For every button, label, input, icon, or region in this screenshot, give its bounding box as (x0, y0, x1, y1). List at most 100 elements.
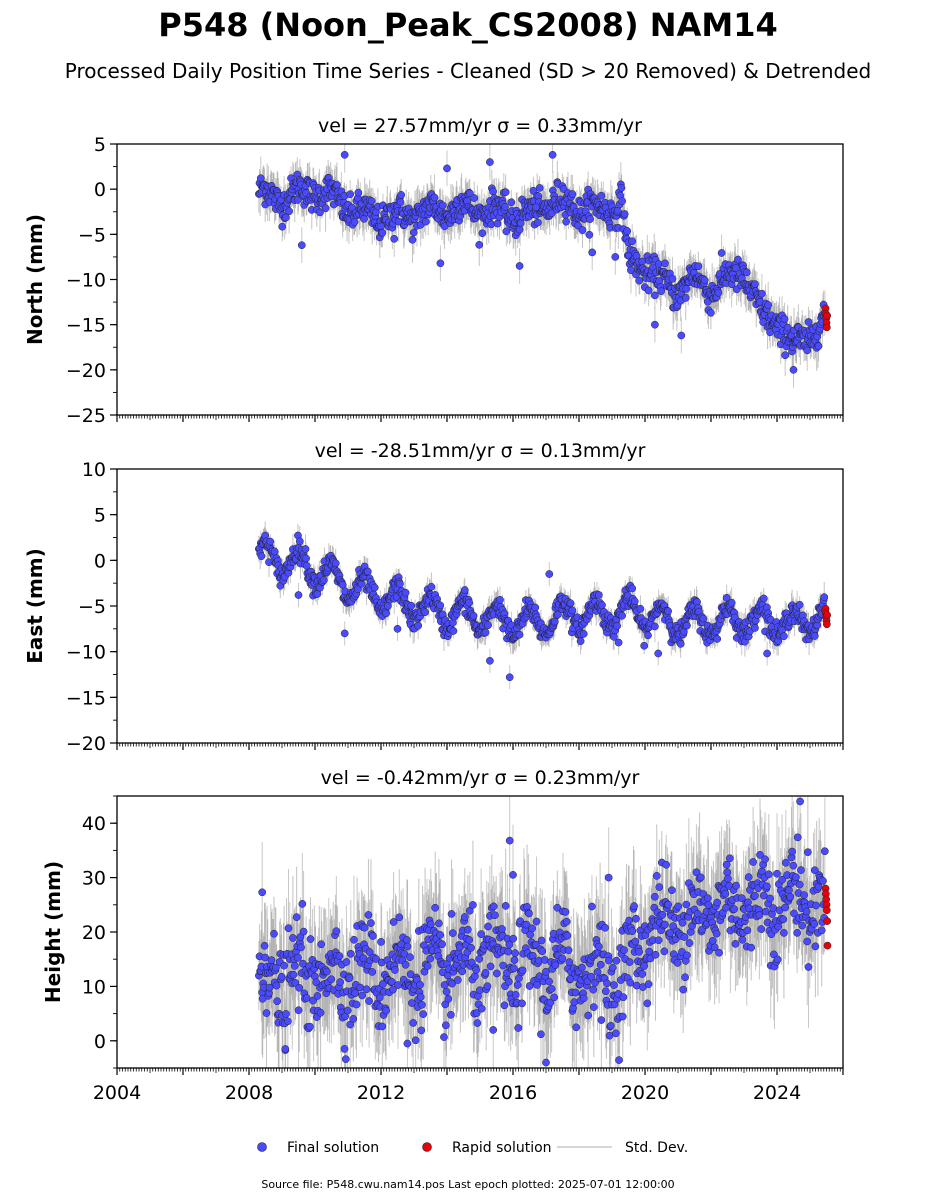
final-point (493, 219, 502, 228)
final-point (496, 595, 504, 604)
rapid-solution-points (821, 304, 832, 332)
rapid-point (822, 323, 831, 332)
final-solution-points (255, 531, 829, 682)
rapid-point (823, 311, 832, 320)
final-point (397, 191, 406, 199)
final-point (475, 240, 484, 249)
final-point (340, 150, 349, 159)
final-point (319, 576, 328, 585)
final-point (763, 649, 771, 658)
final-point (614, 638, 623, 647)
final-point (295, 537, 304, 546)
final-point (781, 351, 790, 360)
final-point (465, 598, 474, 607)
final-point (505, 673, 514, 682)
final-point (568, 606, 577, 615)
final-point (414, 621, 423, 630)
final-point (257, 552, 266, 561)
final-point (664, 607, 672, 616)
final-point (469, 611, 478, 620)
final-point (532, 203, 540, 212)
final-point (803, 346, 812, 355)
final-point (338, 580, 347, 589)
final-point (548, 150, 557, 159)
final-point (780, 632, 788, 641)
y-axis-label: North (mm) (23, 214, 47, 345)
final-point (783, 323, 792, 332)
final-point (598, 601, 606, 609)
final-point (611, 253, 620, 261)
final-point (661, 259, 669, 268)
y-tick-label: −15 (66, 315, 106, 337)
final-point (597, 191, 606, 200)
final-point (350, 218, 359, 226)
panel-title: vel = 27.57mm/yr σ = 0.33mm/yr (318, 115, 642, 137)
final-point (331, 559, 340, 568)
final-point (657, 287, 666, 296)
final-point (585, 230, 594, 239)
final-point (515, 262, 524, 270)
final-point (516, 219, 525, 228)
final-point (278, 222, 287, 231)
final-point (353, 585, 362, 594)
final-point (266, 537, 275, 546)
final-point (594, 591, 603, 599)
final-point (316, 208, 324, 217)
final-point (623, 227, 632, 235)
final-point (502, 227, 511, 236)
y-tick-label: −25 (66, 405, 106, 427)
final-point (438, 201, 447, 210)
panel-title: vel = -28.51mm/yr σ = 0.13mm/yr (315, 440, 646, 462)
final-point (682, 284, 691, 293)
final-point (677, 331, 686, 340)
final-point (651, 320, 659, 329)
y-axis-label: Height (mm) (41, 861, 65, 1003)
final-point (396, 580, 404, 588)
final-point (578, 226, 587, 234)
final-point (430, 193, 439, 202)
final-point (489, 187, 497, 196)
final-point (780, 315, 789, 323)
final-point (515, 225, 524, 234)
rapid-point (823, 611, 832, 619)
y-tick-label: 5 (94, 134, 106, 156)
final-point (707, 308, 715, 317)
final-point (717, 249, 726, 257)
std-dev-bars (258, 521, 826, 690)
final-point (333, 181, 341, 189)
final-point (393, 624, 402, 633)
figure-subtitle: Processed Daily Position Time Series - C… (65, 59, 871, 83)
final-point (644, 631, 652, 640)
final-point (635, 276, 643, 285)
final-point (814, 342, 823, 350)
final-point (758, 289, 766, 298)
final-point (460, 586, 469, 594)
final-point (285, 207, 293, 216)
final-point (714, 288, 723, 297)
final-point (640, 641, 649, 650)
final-point (436, 259, 445, 268)
final-point (396, 198, 405, 206)
final-point (515, 630, 524, 639)
final-point (449, 627, 458, 635)
final-point (390, 235, 399, 243)
y-tick-label: 0 (94, 550, 106, 572)
final-point (789, 365, 798, 374)
final-point (618, 611, 626, 620)
panel-title: vel = -0.42mm/yr σ = 0.23mm/yr (321, 767, 640, 789)
final-point (401, 588, 410, 597)
final-point (676, 639, 685, 648)
final-point (618, 197, 626, 205)
final-point (421, 608, 429, 617)
final-point (481, 628, 490, 637)
final-point (545, 570, 554, 578)
final-point (378, 228, 387, 237)
east-panel: vel = -28.51mm/yr σ = 0.13mm/yr East (mm)… (23, 440, 844, 755)
final-point (384, 602, 392, 610)
y-tick-label: −20 (66, 733, 106, 755)
figure-title: P548 (Noon_Peak_CS2008) NAM14 (158, 6, 777, 44)
height-panel: vel = -0.42mm/yr σ = 0.23mm/yr Height (mm… (41, 767, 844, 1104)
final-point (436, 601, 445, 610)
final-point (501, 203, 509, 211)
final-point (302, 554, 310, 563)
